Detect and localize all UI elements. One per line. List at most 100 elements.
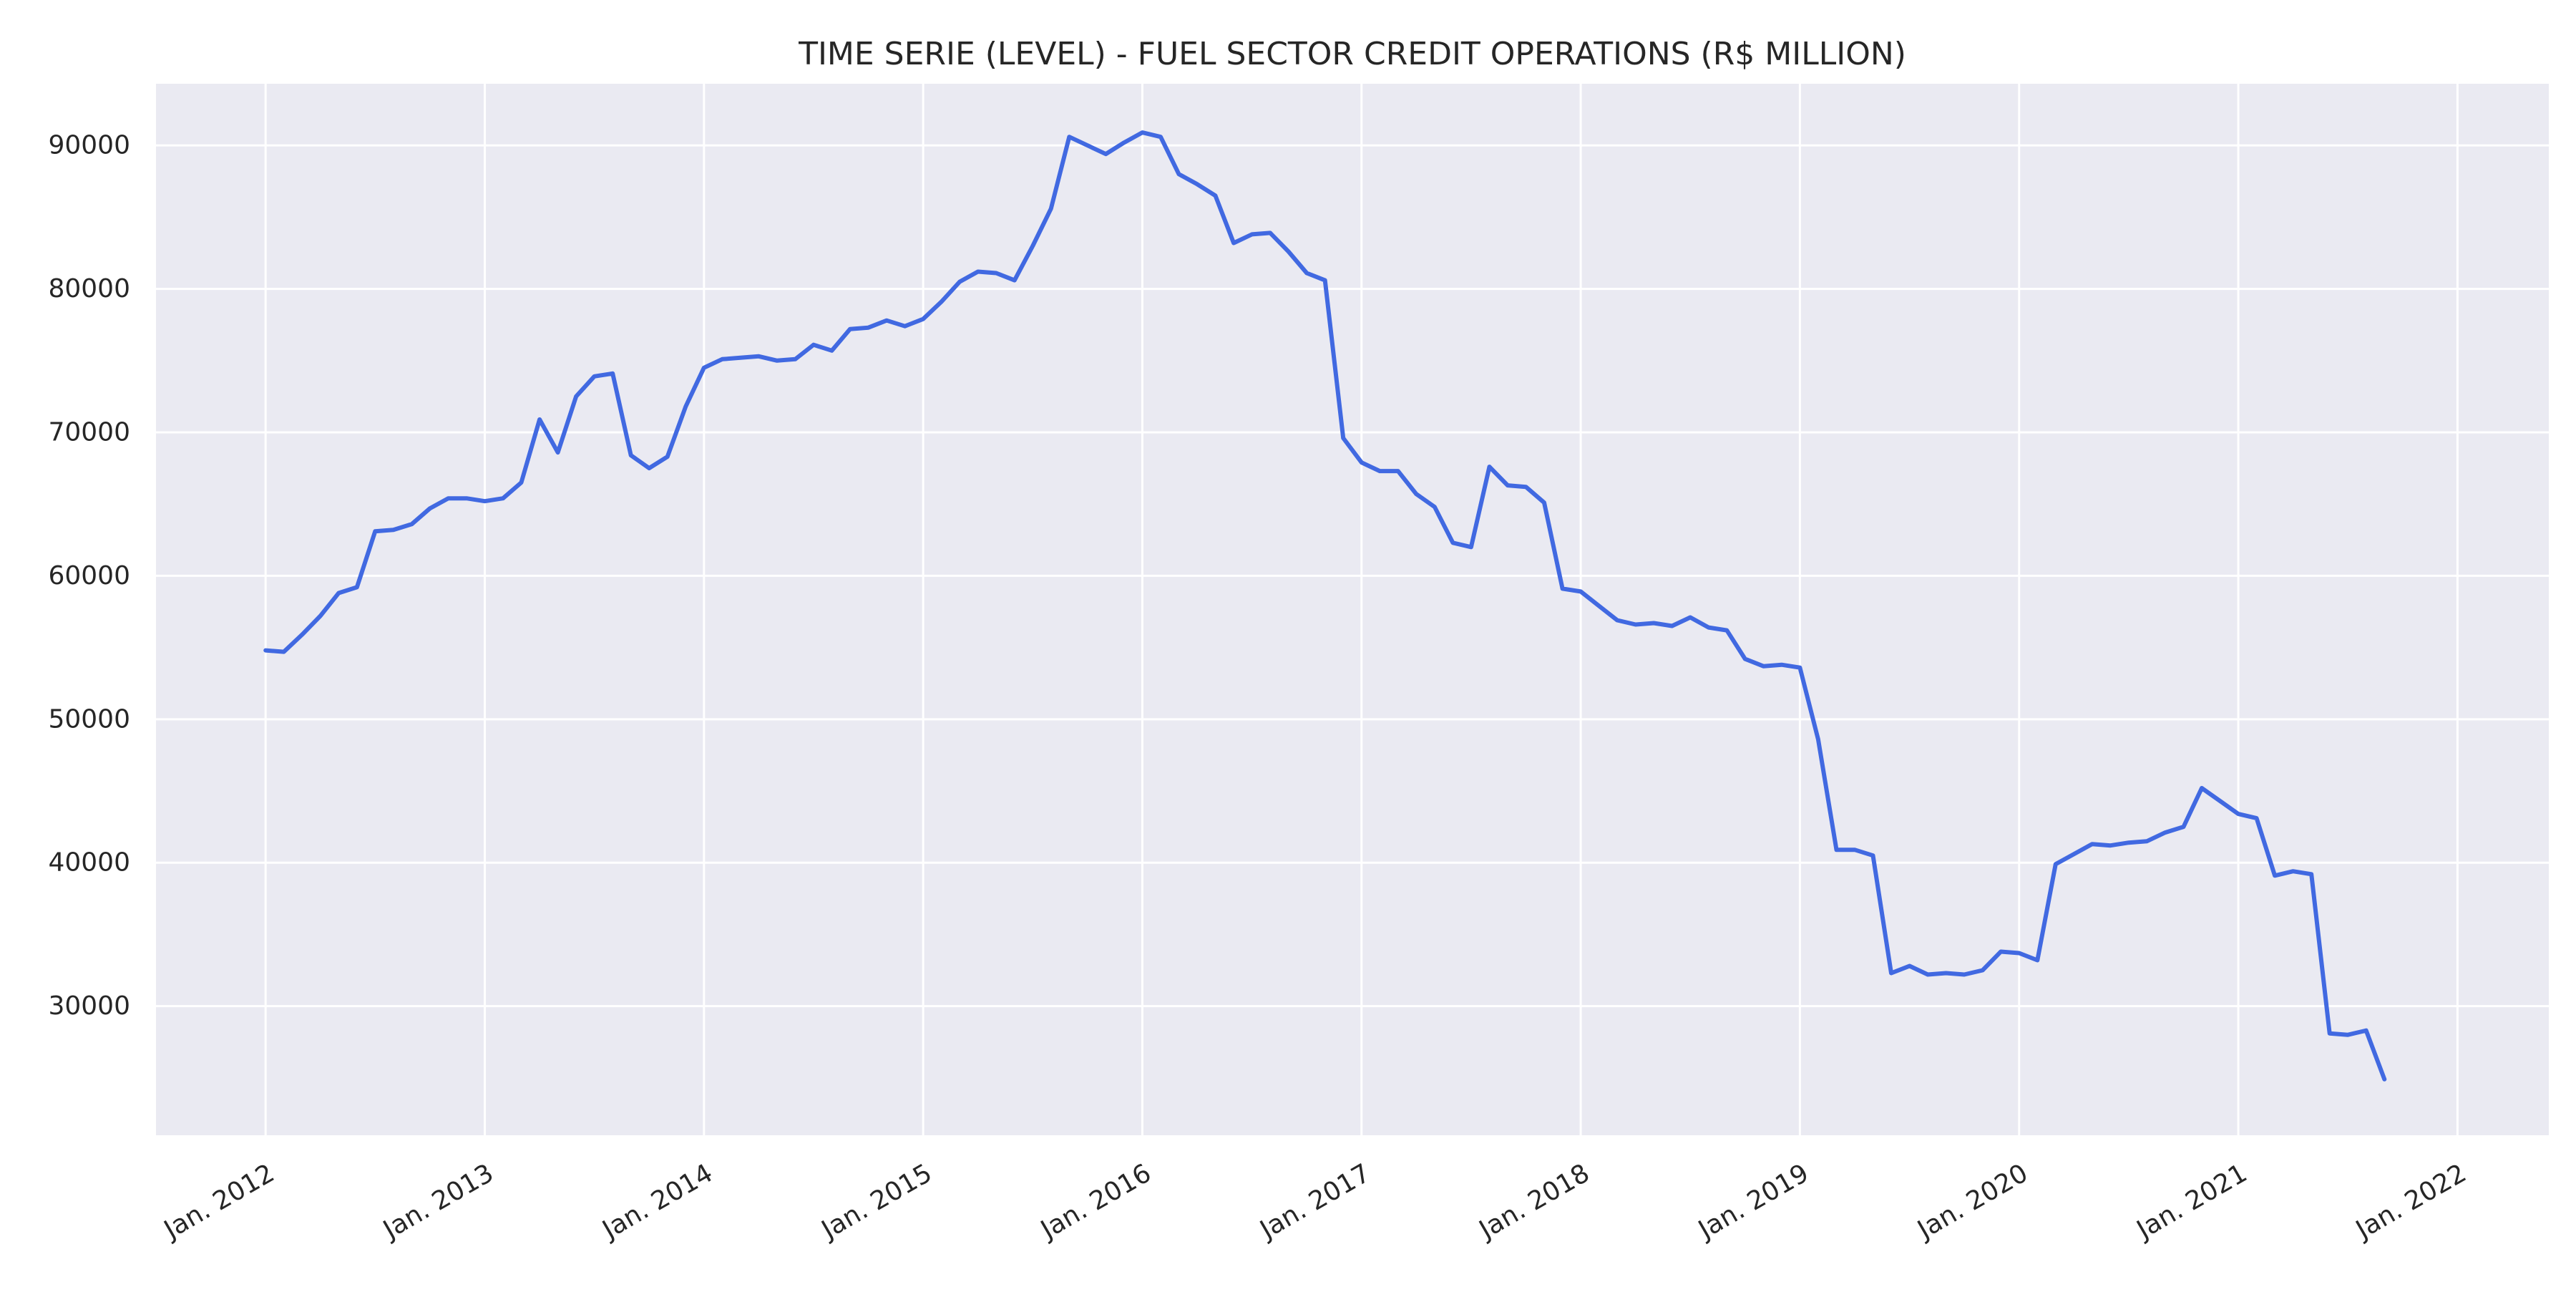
x-tick-label: Jan. 2012 bbox=[158, 1158, 279, 1245]
chart-title: TIME SERIE (LEVEL) - FUEL SECTOR CREDIT … bbox=[798, 36, 1906, 72]
data-point bbox=[2328, 1031, 2332, 1036]
x-axis: Jan. 2012 Jan. 2013 Jan. 2014 Jan. 2015 Jan.… bbox=[158, 1158, 2472, 1245]
data-point bbox=[2090, 842, 2094, 846]
data-point bbox=[1542, 500, 1546, 505]
data-point bbox=[1889, 971, 1893, 976]
data-point bbox=[994, 271, 998, 276]
data-point bbox=[756, 354, 761, 359]
x-tick-label: Jan. 2015 bbox=[816, 1158, 937, 1245]
data-point bbox=[738, 356, 743, 360]
data-point bbox=[574, 394, 578, 399]
data-point bbox=[1926, 973, 1930, 977]
series-line bbox=[263, 130, 2387, 1082]
data-point bbox=[556, 450, 560, 455]
data-point bbox=[1268, 230, 1272, 235]
data-point bbox=[1341, 436, 1345, 440]
data-point bbox=[957, 280, 962, 284]
x-tick-label: Jan. 2022 bbox=[2350, 1158, 2471, 1245]
data-point bbox=[1597, 603, 1601, 608]
data-point bbox=[2127, 840, 2131, 845]
data-point bbox=[2163, 830, 2167, 835]
data-point bbox=[1287, 249, 1291, 253]
data-point bbox=[1103, 152, 1108, 156]
data-point bbox=[482, 499, 487, 503]
data-point bbox=[537, 417, 542, 422]
data-point bbox=[1761, 664, 1765, 669]
data-point bbox=[2072, 852, 2076, 856]
grid-layer bbox=[156, 84, 2549, 1135]
data-point bbox=[1908, 964, 1912, 968]
y-tick-label: 60000 bbox=[48, 561, 130, 591]
data-point bbox=[1834, 847, 1838, 852]
data-point bbox=[903, 324, 907, 329]
data-point bbox=[1414, 492, 1418, 496]
data-point bbox=[1122, 140, 1126, 145]
data-point bbox=[1981, 968, 1985, 973]
data-point bbox=[720, 357, 724, 361]
data-point bbox=[1487, 465, 1491, 469]
data-point bbox=[793, 357, 797, 361]
data-point bbox=[2054, 862, 2058, 866]
data-point bbox=[2200, 786, 2204, 790]
data-point bbox=[1433, 505, 1437, 509]
data-point bbox=[1158, 135, 1163, 139]
data-point bbox=[1962, 973, 1966, 977]
data-point bbox=[921, 317, 925, 321]
data-point bbox=[2382, 1077, 2386, 1082]
data-point bbox=[1615, 618, 1619, 623]
data-point bbox=[1450, 540, 1455, 545]
data-point bbox=[1524, 485, 1528, 489]
y-tick-label: 50000 bbox=[48, 704, 130, 734]
data-point bbox=[1853, 847, 1857, 852]
data-point bbox=[2364, 1029, 2368, 1033]
data-point bbox=[1231, 241, 1236, 245]
data-point bbox=[940, 300, 944, 304]
data-point bbox=[2035, 958, 2039, 963]
data-point bbox=[391, 528, 396, 532]
data-point bbox=[1049, 206, 1053, 210]
data-point bbox=[1999, 949, 2003, 953]
data-point bbox=[867, 326, 871, 330]
data-point bbox=[1396, 469, 1400, 473]
x-tick-label: Jan. 2014 bbox=[597, 1158, 718, 1245]
data-point bbox=[1743, 657, 1747, 661]
data-point bbox=[409, 522, 414, 526]
data-point bbox=[1688, 616, 1692, 620]
data-point bbox=[1707, 626, 1711, 630]
data-point bbox=[1085, 143, 1090, 147]
data-point bbox=[592, 374, 597, 379]
x-tick-label: Jan. 2017 bbox=[1254, 1158, 1375, 1245]
series-layer bbox=[263, 130, 2387, 1082]
data-point bbox=[848, 327, 852, 331]
data-point bbox=[647, 466, 651, 470]
data-point bbox=[2218, 799, 2223, 803]
data-point bbox=[2236, 812, 2240, 816]
data-point bbox=[976, 270, 980, 274]
data-point bbox=[702, 366, 706, 370]
data-point bbox=[336, 591, 341, 595]
data-point bbox=[428, 506, 432, 510]
data-point bbox=[1780, 663, 1784, 667]
data-point bbox=[1360, 460, 1364, 465]
data-point bbox=[1013, 278, 1017, 283]
data-point bbox=[1323, 278, 1327, 283]
y-axis: 30000 40000 50000 60000 70000 80000 90000 bbox=[48, 131, 130, 1021]
data-point bbox=[501, 496, 505, 500]
data-point bbox=[2309, 872, 2313, 876]
data-point bbox=[1724, 628, 1729, 633]
data-point bbox=[2145, 839, 2149, 843]
data-point bbox=[355, 585, 359, 589]
x-tick-label: Jan. 2021 bbox=[2131, 1158, 2252, 1245]
data-point bbox=[610, 371, 615, 376]
data-point bbox=[519, 480, 524, 485]
data-point bbox=[1469, 545, 1473, 549]
data-point bbox=[2255, 816, 2259, 820]
y-tick-label: 90000 bbox=[48, 131, 130, 160]
x-tick-label: Jan. 2016 bbox=[1035, 1158, 1156, 1245]
data-point bbox=[1579, 589, 1583, 593]
data-point bbox=[1176, 172, 1181, 176]
data-point bbox=[1030, 243, 1035, 248]
data-point bbox=[1250, 232, 1254, 236]
data-point bbox=[2017, 951, 2021, 955]
